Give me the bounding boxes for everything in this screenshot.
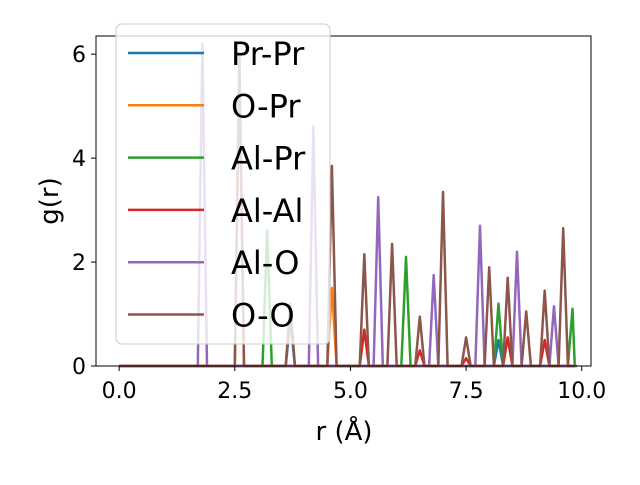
y-tick-label: 0 (72, 355, 86, 380)
x-tick-label: 5.0 (333, 379, 368, 404)
y-tick-label: 4 (72, 147, 86, 172)
x-tick-label: 0.0 (102, 379, 137, 404)
legend-label-al-pr: Al-Pr (231, 140, 306, 178)
legend-label-o-pr: O-Pr (231, 87, 301, 125)
y-axis-label: g(r) (35, 177, 65, 224)
legend-label-al-o: Al-O (231, 244, 299, 282)
ticks-layer: 0.0 2.5 5.0 7.5 10.0 0 2 4 6 (72, 43, 606, 404)
x-axis-label: r (Å) (315, 415, 372, 447)
x-tick-label: 2.5 (217, 379, 252, 404)
y-tick-label: 2 (72, 251, 86, 276)
legend-label-al-al: Al-Al (231, 192, 303, 230)
axes-frame (95, 35, 592, 367)
legend-label-pr-pr: Pr-Pr (231, 35, 305, 73)
y-tick-label: 6 (72, 43, 86, 68)
legend-label-o-o: O-O (231, 297, 295, 335)
x-tick-label: 10.0 (557, 379, 606, 404)
x-tick-label: 7.5 (449, 379, 484, 404)
legend: Pr-Pr O-Pr Al-Pr Al-Al Al-O O-O (115, 23, 331, 345)
legend-frame (115, 23, 331, 345)
